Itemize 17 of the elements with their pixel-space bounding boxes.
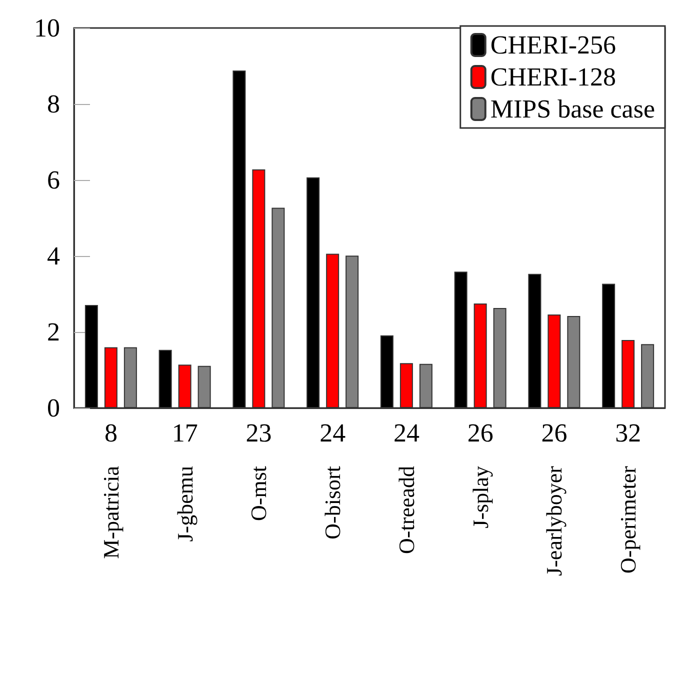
y-tick-label: 10 xyxy=(34,14,60,42)
y-tick-label: 2 xyxy=(47,318,60,346)
category-label: 17 J-gbemu xyxy=(172,418,198,542)
category-label: 8 M-patricia xyxy=(98,418,124,559)
legend-label: CHERI-128 xyxy=(490,62,616,92)
legend-label: MIPS base case xyxy=(490,94,656,124)
category-label: 26 J-earlyboyer xyxy=(541,418,568,576)
category-label: 32 O-perimeter xyxy=(615,418,642,574)
legend-label: CHERI-256 xyxy=(490,30,616,60)
category-label: 24 O-bisort xyxy=(320,418,346,540)
y-tick-label: 0 xyxy=(47,394,60,422)
category-label: 24 O-treeadd xyxy=(393,418,420,554)
y-tick-label: 4 xyxy=(47,242,60,270)
category-label: 23 O-mst xyxy=(246,418,272,521)
y-tick-label: 8 xyxy=(47,90,60,118)
y-tick-label: 6 xyxy=(47,166,60,194)
category-label: 26 J-splay xyxy=(467,418,494,528)
